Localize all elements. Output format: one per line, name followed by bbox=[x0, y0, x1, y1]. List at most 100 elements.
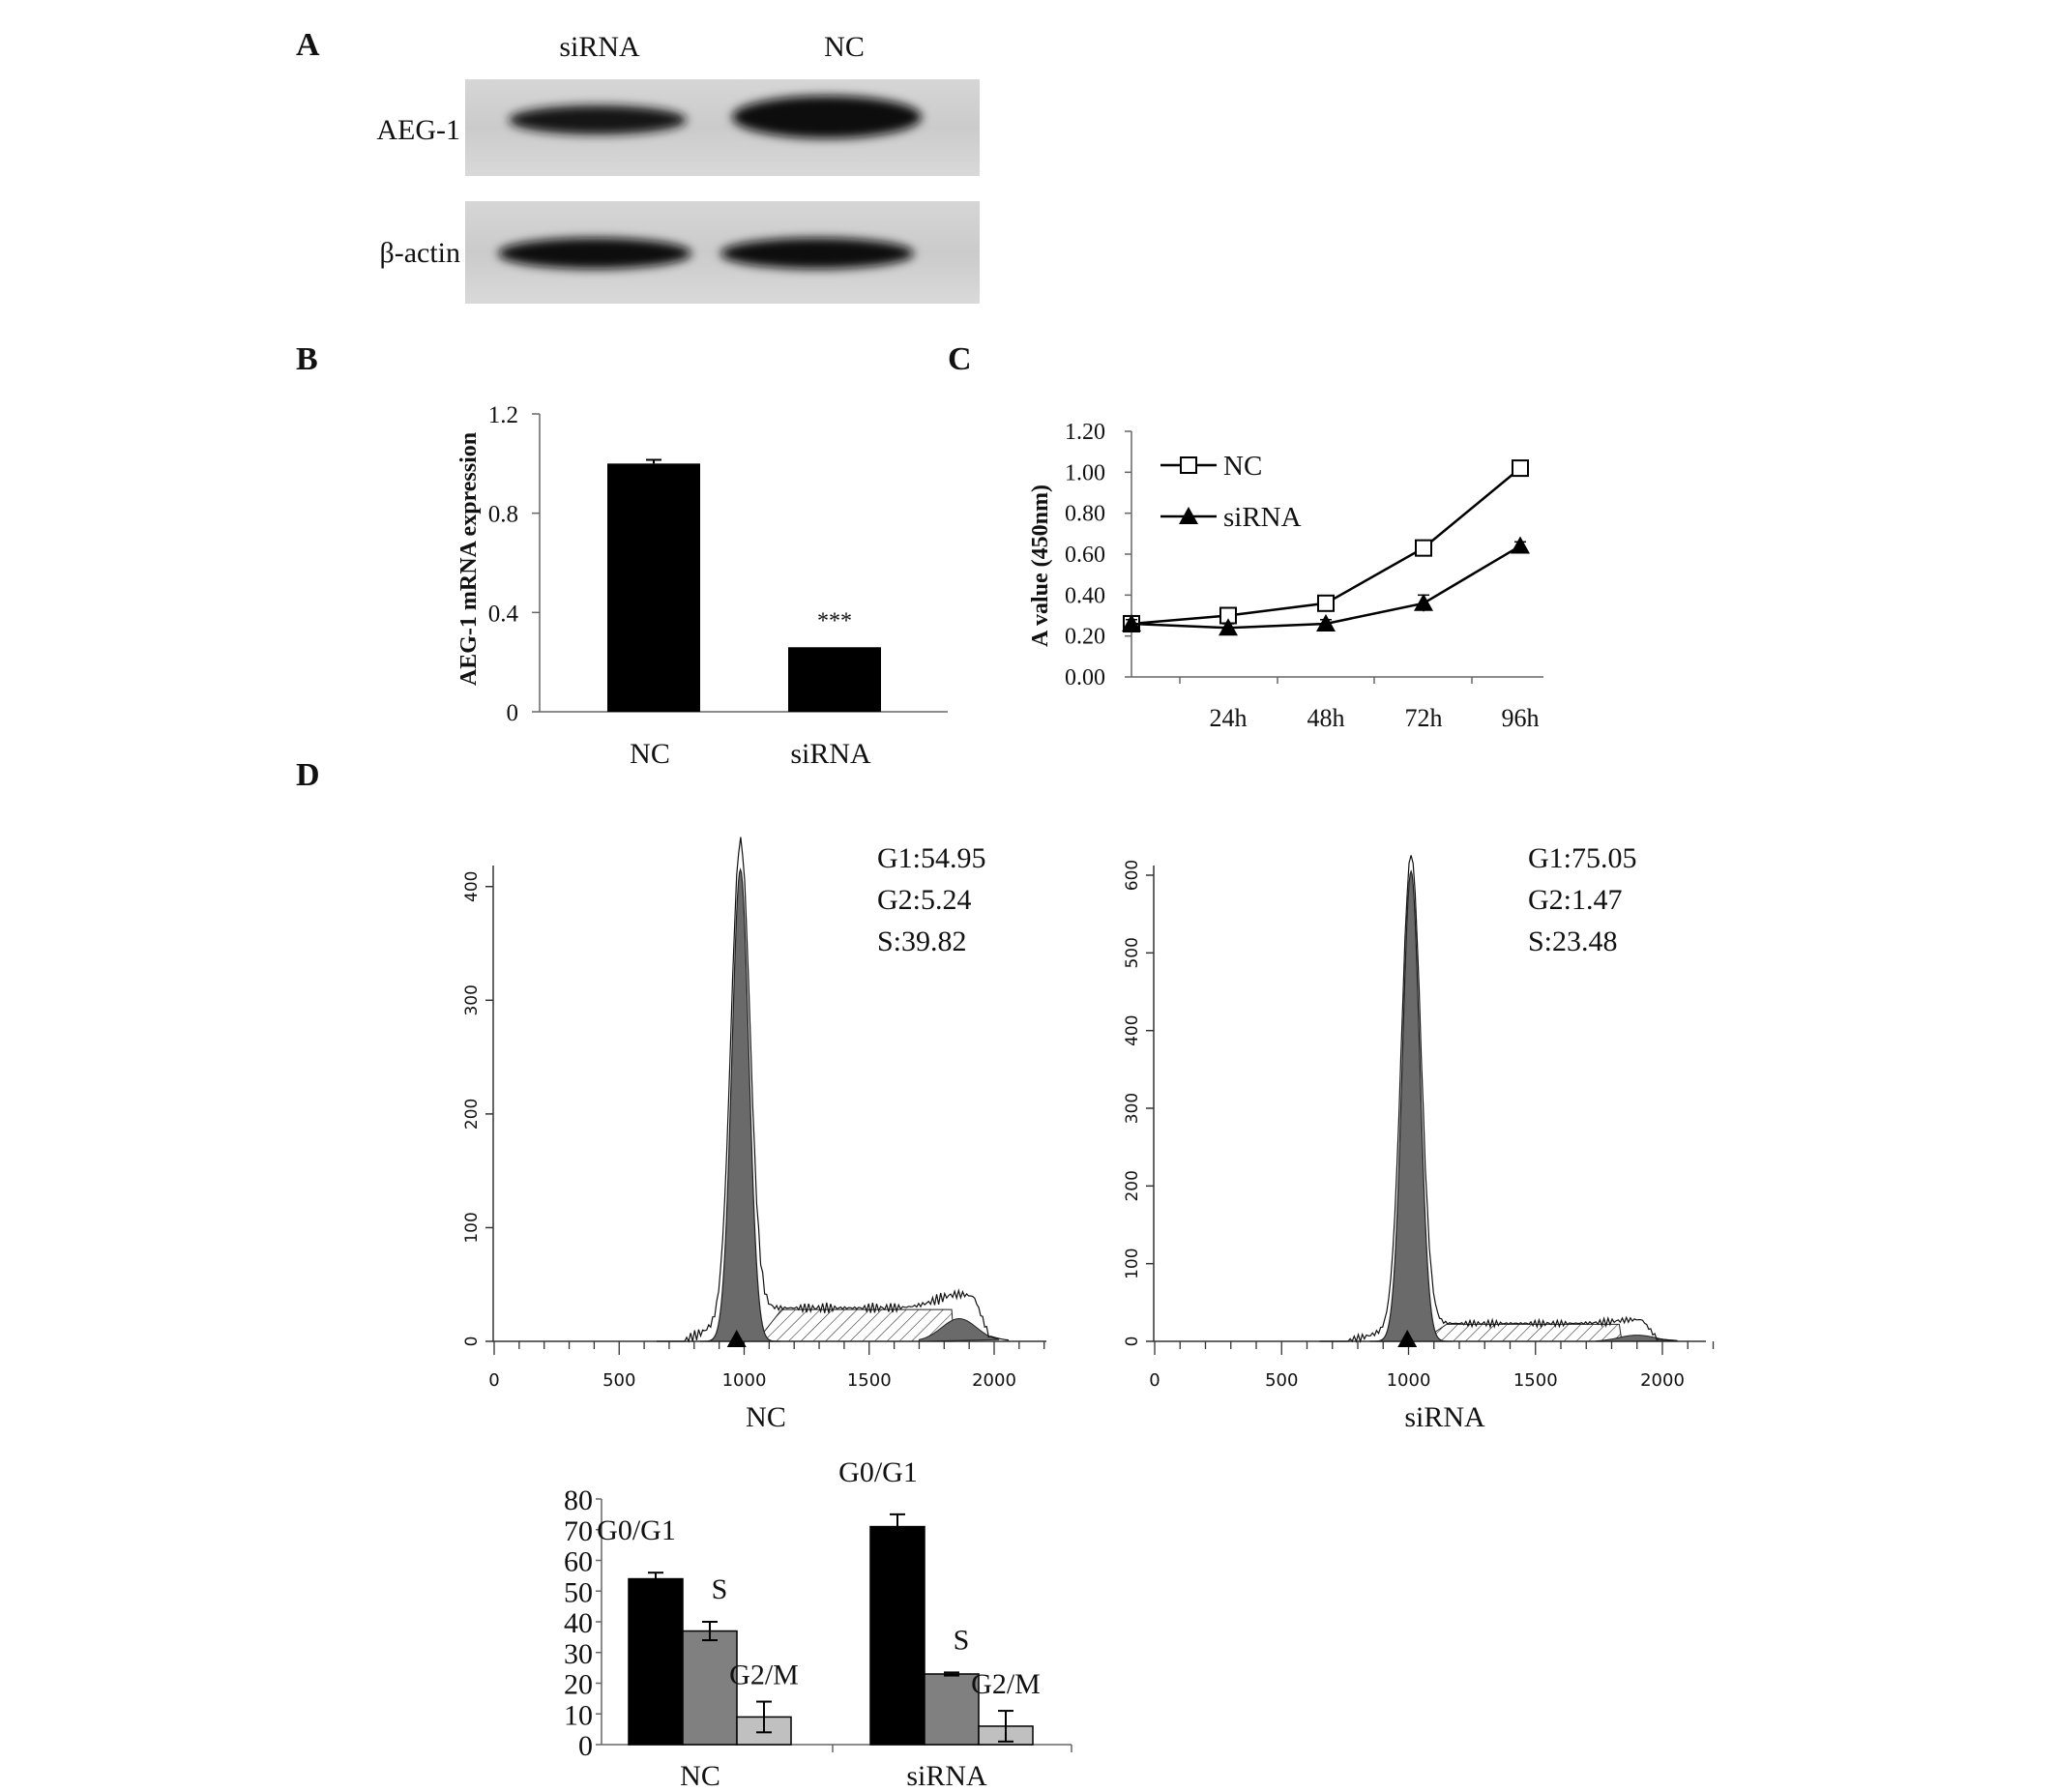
histogram-stat: G2:5.24 bbox=[877, 884, 972, 916]
bar-b-nc bbox=[607, 463, 700, 712]
y-tick-label-b: 0.8 bbox=[488, 502, 518, 528]
y-tick-label-d: 10 bbox=[564, 1699, 593, 1731]
point-nc bbox=[1415, 539, 1432, 557]
histogram-y-tick-label: 0 bbox=[1123, 1337, 1142, 1347]
histogram-g1-peak bbox=[699, 867, 780, 1342]
legend-marker-sirna bbox=[1179, 507, 1198, 524]
y-tick-label-d: 60 bbox=[564, 1546, 593, 1578]
y-tick-label-c: 0.60 bbox=[1065, 543, 1105, 568]
x-tick-label-b: siRNA bbox=[790, 738, 871, 770]
bar-label-d: G0/G1 bbox=[838, 1456, 918, 1488]
histogram-y-tick-label: 400 bbox=[1123, 1014, 1142, 1045]
band-aeg1-nc bbox=[732, 96, 922, 138]
band-actin-nc bbox=[720, 238, 914, 269]
y-tick-label-b: 0.4 bbox=[488, 601, 519, 627]
histogram-y-tick-label: 200 bbox=[462, 1099, 482, 1130]
y-tick-label-b: 1.2 bbox=[488, 402, 518, 428]
y-tick-label-d: 0 bbox=[578, 1730, 593, 1762]
histogram-label: siRNA bbox=[1404, 1401, 1485, 1433]
histogram-y-tick-label: 400 bbox=[462, 871, 482, 902]
panel-letter-b: B bbox=[296, 341, 318, 377]
blot-label-actin: β-actin bbox=[379, 237, 460, 269]
histogram-x-tick-label: 0 bbox=[1149, 1370, 1160, 1391]
histogram-outline bbox=[1319, 855, 1678, 1344]
histogram-y-tick-label: 500 bbox=[1123, 937, 1142, 968]
panel-letter-d: D bbox=[296, 757, 320, 793]
histogram-s-phase-area bbox=[755, 1308, 955, 1342]
bar-d-nc-g0-g1 bbox=[628, 1577, 684, 1746]
bar-d-sirna-g0-g1 bbox=[869, 1525, 925, 1746]
histogram-stat: G1:75.05 bbox=[1528, 842, 1637, 874]
bar-label-d: G2/M bbox=[971, 1668, 1041, 1700]
chart-c: 0.00 0.20 0.40 0.60 0.80 1.00 1.20 24h 48h 72h 96h… bbox=[1065, 420, 1543, 732]
histogram-x-tick-label: 1500 bbox=[847, 1370, 892, 1391]
y-tick-label-c: 0.20 bbox=[1065, 625, 1105, 650]
histogram-x-tick-label: 500 bbox=[602, 1370, 635, 1391]
x-tick-label-c: 96h bbox=[1502, 704, 1540, 732]
panel-letter-a: A bbox=[296, 27, 320, 63]
y-tick-label-c: 1.00 bbox=[1065, 460, 1105, 485]
legend-label-nc: NC bbox=[1223, 451, 1262, 482]
histogram-x-tick-label: 1500 bbox=[1513, 1370, 1558, 1391]
histogram-g1-peak bbox=[1369, 868, 1453, 1342]
point-nc bbox=[1512, 459, 1529, 478]
lane-label-nc: NC bbox=[824, 31, 865, 63]
y-axis-label-b: AEG-1 mRNA expression bbox=[456, 432, 482, 686]
bar-label-d: S bbox=[954, 1624, 970, 1656]
point-sirna bbox=[1511, 536, 1530, 554]
blot-label-aeg1: AEG-1 bbox=[376, 114, 460, 146]
histogram-y-tick-label: 300 bbox=[1123, 1093, 1142, 1124]
histogram-stat: G1:54.95 bbox=[877, 842, 986, 874]
y-tick-label-d: 80 bbox=[564, 1484, 593, 1516]
histogram-x-tick-label: 500 bbox=[1265, 1370, 1298, 1391]
y-tick-label-c: 0.80 bbox=[1065, 502, 1105, 527]
bar-label-d: G0/G1 bbox=[597, 1514, 676, 1546]
y-tick-label-c: 0.00 bbox=[1065, 665, 1105, 690]
histogram-x-tick-label: 2000 bbox=[1640, 1370, 1685, 1391]
g1-marker-icon bbox=[726, 1330, 747, 1347]
significance-mark-b: *** bbox=[817, 608, 852, 633]
bar-d-sirna-s bbox=[924, 1673, 980, 1746]
histogram-y-tick-label: 100 bbox=[1123, 1248, 1142, 1278]
panel-c: C A value (450nm) 0.00 0.20 0.40 0.60 0.80 1.… bbox=[948, 341, 1543, 732]
y-tick-label-d: 70 bbox=[564, 1515, 593, 1547]
histogram-g2-peak bbox=[918, 1317, 1000, 1342]
histogram-x-tick-label: 0 bbox=[488, 1370, 499, 1391]
x-tick-label-d: siRNA bbox=[906, 1760, 987, 1792]
band-actin-sirna bbox=[498, 238, 691, 269]
histogram-stat: S:39.82 bbox=[877, 925, 967, 957]
histogram-x-tick-label: 1000 bbox=[1387, 1370, 1431, 1391]
bar-b-sirna bbox=[788, 647, 881, 712]
histogram-y-tick-label: 600 bbox=[1123, 860, 1142, 891]
panel-b: B AEG-1 mRNA expression 0 0.4 0.8 1.2 NC *** s… bbox=[296, 341, 948, 770]
point-sirna bbox=[1414, 593, 1433, 611]
x-tick-label-b: NC bbox=[630, 738, 670, 770]
histogram-stat: G2:1.47 bbox=[1528, 884, 1623, 916]
panel-a: A siRNA NC AEG-1 β-actin bbox=[296, 27, 980, 304]
legend-label-sirna: siRNA bbox=[1223, 502, 1302, 533]
lane-label-sirna: siRNA bbox=[559, 31, 640, 63]
histogram-outline bbox=[657, 837, 1010, 1343]
histogram-x-tick-label: 2000 bbox=[972, 1370, 1016, 1391]
y-tick-label-b: 0 bbox=[507, 700, 519, 726]
x-tick-label-c: 24h bbox=[1210, 704, 1248, 732]
x-tick-label-c: 48h bbox=[1307, 704, 1345, 732]
y-tick-label-d: 40 bbox=[564, 1607, 593, 1639]
histogram-y-tick-label: 0 bbox=[462, 1337, 482, 1347]
y-tick-label-c: 0.40 bbox=[1065, 583, 1105, 608]
y-tick-label-c: 1.20 bbox=[1065, 420, 1105, 445]
histogram-y-tick-label: 100 bbox=[462, 1212, 482, 1243]
bar-label-d: S bbox=[712, 1573, 728, 1605]
histogram-y-tick-label: 300 bbox=[462, 984, 482, 1015]
histogram-y-tick-label: 200 bbox=[1123, 1170, 1142, 1201]
bar-d-nc-s bbox=[682, 1630, 738, 1746]
histogram-stat: S:23.48 bbox=[1528, 925, 1618, 957]
y-tick-label-d: 50 bbox=[564, 1576, 593, 1608]
histogram-s-phase-area bbox=[1419, 1323, 1623, 1342]
band-aeg1-sirna bbox=[509, 105, 687, 134]
bar-label-d: G2/M bbox=[729, 1660, 799, 1691]
